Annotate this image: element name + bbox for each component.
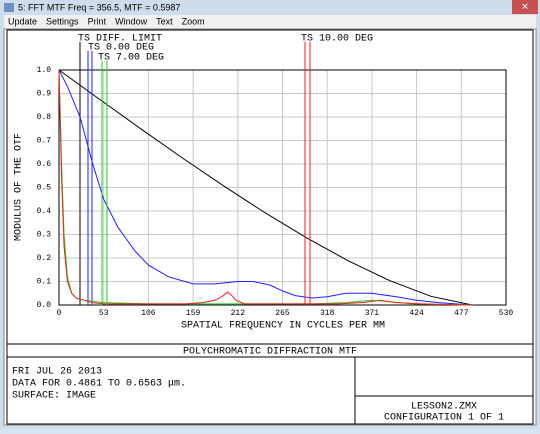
y-tick-label: 0.2: [37, 254, 52, 263]
footer-line: SURFACE: IMAGE: [12, 391, 96, 402]
footer-line: FRI JUL 26 2013: [12, 367, 102, 378]
y-tick-label: 0.6: [37, 160, 52, 169]
x-tick-label: 0: [57, 309, 62, 318]
x-tick-label: 371: [365, 309, 380, 318]
close-button[interactable]: [512, 0, 538, 14]
close-icon: ✕: [521, 1, 529, 11]
legend-label: TS 7.00 DEG: [98, 53, 164, 64]
x-tick-label: 53: [99, 309, 109, 318]
x-tick-label: 212: [231, 309, 246, 318]
menu-item[interactable]: Update: [8, 16, 37, 26]
y-tick-label: 0.9: [37, 90, 52, 99]
x-tick-label: 530: [499, 309, 514, 318]
menu-item[interactable]: Window: [115, 16, 148, 26]
series-line: [58, 69, 473, 306]
x-tick-label: 477: [454, 309, 469, 318]
x-tick-label: 265: [275, 309, 290, 318]
maximize-button[interactable]: [490, 0, 512, 14]
y-tick-label: 0.4: [37, 207, 52, 216]
y-tick-label: 0.5: [37, 184, 52, 193]
x-tick-label: 424: [409, 309, 424, 318]
configuration: CONFIGURATION 1 OF 1: [384, 413, 504, 424]
file-name: LESSON2.ZMX: [411, 402, 477, 413]
plot-area: [58, 69, 507, 306]
menu-item[interactable]: Zoom: [182, 16, 205, 26]
x-axis-label: SPATIAL FREQUENCY IN CYCLES PER MM: [181, 321, 385, 332]
client-area: [3, 28, 537, 426]
footer-line: DATA FOR 0.4861 TO 0.6563 μm.: [12, 379, 186, 390]
footer-title: POLYCHROMATIC DIFFRACTION MTF: [183, 347, 357, 358]
y-tick-label: 0.3: [37, 231, 52, 240]
y-tick-label: 0.7: [37, 137, 52, 146]
footer-frame: [6, 343, 534, 425]
x-tick-label: 106: [141, 309, 156, 318]
y-tick-label: 1.0: [37, 66, 52, 75]
y-tick-label: 0.1: [37, 278, 52, 287]
y-axis-label: MODULUS OF THE OTF: [14, 133, 25, 241]
menu-item[interactable]: Settings: [46, 16, 79, 26]
minimize-button[interactable]: [466, 0, 490, 14]
x-tick-label: 159: [186, 309, 201, 318]
y-tick-label: 0.0: [37, 301, 52, 310]
window-title: 5: FFT MTF Freq = 356.5, MTF = 0.5987: [18, 2, 180, 12]
series-line: [58, 69, 473, 306]
x-tick-label: 318: [320, 309, 335, 318]
y-tick-label: 0.8: [37, 113, 52, 122]
menu-bar: [4, 15, 536, 29]
legend-label: TS 10.00 DEG: [301, 34, 373, 45]
legend-label: TS DIFF. LIMIT: [78, 34, 162, 45]
menu-item[interactable]: Text: [156, 16, 173, 26]
menu-item[interactable]: Print: [88, 16, 107, 26]
legend-label: TS 0.00 DEG: [88, 43, 154, 54]
series-line: [58, 69, 473, 306]
app-icon: [4, 3, 14, 12]
